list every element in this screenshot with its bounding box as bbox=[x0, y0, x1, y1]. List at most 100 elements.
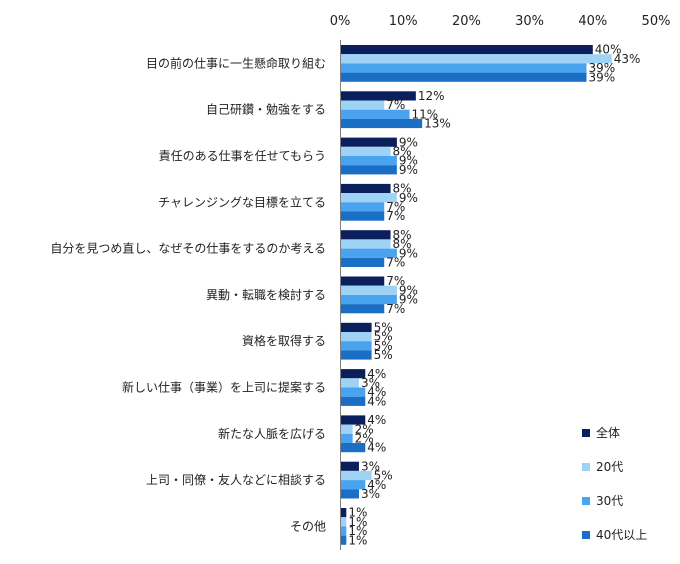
data-label: 5% bbox=[374, 469, 393, 483]
category-label: 新たな人脈を広げる bbox=[218, 426, 326, 441]
data-label: 2% bbox=[355, 422, 374, 436]
data-label: 39% bbox=[588, 61, 615, 75]
legend-label: 全体 bbox=[596, 425, 620, 440]
bar bbox=[340, 526, 347, 536]
data-label: 9% bbox=[399, 154, 418, 168]
data-label: 4% bbox=[367, 367, 386, 381]
data-label: 2% bbox=[355, 432, 374, 446]
bar bbox=[340, 341, 372, 351]
category-label: 新しい仕事（事業）を上司に提案する bbox=[122, 380, 326, 395]
bar bbox=[340, 118, 423, 129]
bar bbox=[340, 193, 397, 203]
bar bbox=[340, 45, 593, 55]
legend-label: 40代以上 bbox=[596, 528, 647, 542]
data-label: 5% bbox=[374, 339, 393, 353]
category-label: 責任のある仕事を任せてもらう bbox=[159, 149, 326, 163]
data-label: 9% bbox=[399, 293, 418, 307]
legend-swatch bbox=[582, 429, 590, 437]
x-tick-label: 0% bbox=[330, 14, 351, 29]
x-tick-label: 50% bbox=[642, 14, 671, 29]
x-tick-label: 10% bbox=[389, 14, 418, 29]
bar bbox=[340, 443, 366, 453]
bar bbox=[340, 304, 385, 314]
bar bbox=[340, 378, 359, 388]
bar bbox=[340, 54, 612, 64]
data-label: 1% bbox=[348, 506, 367, 520]
category-label: 資格を取得する bbox=[242, 333, 326, 348]
bar bbox=[340, 276, 385, 286]
bar bbox=[340, 369, 366, 379]
bar bbox=[340, 165, 397, 175]
bar bbox=[340, 322, 372, 332]
bar bbox=[340, 91, 416, 101]
bar bbox=[340, 489, 359, 499]
bar bbox=[340, 257, 385, 267]
data-label: 12% bbox=[418, 89, 445, 103]
data-label: 8% bbox=[393, 145, 412, 159]
bar bbox=[340, 72, 587, 82]
data-label: 8% bbox=[393, 237, 412, 251]
bar bbox=[340, 387, 366, 397]
category-label: 目の前の仕事に一生懸命取り組む bbox=[146, 55, 326, 70]
bar bbox=[340, 517, 347, 527]
bar bbox=[340, 332, 372, 342]
data-label: 9% bbox=[399, 135, 418, 149]
bar bbox=[340, 415, 366, 425]
bar bbox=[340, 156, 397, 166]
category-label: 上司・同僚・友人などに相談する bbox=[146, 472, 326, 487]
bar bbox=[340, 137, 397, 147]
data-label: 9% bbox=[399, 191, 418, 205]
data-label: 3% bbox=[361, 459, 380, 473]
data-label: 9% bbox=[399, 163, 418, 177]
legend-label: 20代 bbox=[596, 460, 623, 474]
bar bbox=[340, 63, 587, 73]
data-label: 8% bbox=[393, 182, 412, 196]
data-label: 7% bbox=[386, 274, 405, 288]
data-label: 7% bbox=[386, 98, 405, 112]
bar bbox=[340, 535, 347, 545]
data-label: 13% bbox=[424, 117, 451, 131]
data-label: 3% bbox=[361, 487, 380, 501]
data-label: 7% bbox=[386, 200, 405, 214]
data-label: 39% bbox=[588, 70, 615, 84]
data-label: 4% bbox=[367, 413, 386, 427]
legend-swatch bbox=[582, 463, 590, 471]
x-tick-label: 20% bbox=[452, 14, 481, 29]
category-label: チャレンジングな目標を立てる bbox=[158, 194, 326, 209]
category-label: 異動・転職を検討する bbox=[206, 287, 326, 302]
data-label: 43% bbox=[614, 52, 641, 66]
data-label: 40% bbox=[595, 43, 622, 57]
data-label: 1% bbox=[348, 533, 367, 547]
bar bbox=[340, 480, 366, 490]
bar bbox=[340, 239, 391, 249]
data-label: 4% bbox=[367, 385, 386, 399]
data-label: 4% bbox=[367, 478, 386, 492]
data-label: 4% bbox=[367, 441, 386, 455]
bar bbox=[340, 146, 391, 156]
data-label: 11% bbox=[412, 107, 439, 121]
bar bbox=[340, 396, 366, 406]
bar bbox=[340, 294, 397, 305]
data-label: 8% bbox=[393, 228, 412, 242]
bar bbox=[340, 100, 385, 110]
category-label: 自己研鑽・勉強をする bbox=[206, 102, 326, 117]
legend-swatch bbox=[582, 531, 590, 539]
bar bbox=[340, 350, 372, 360]
x-tick-label: 30% bbox=[515, 14, 544, 29]
data-label: 1% bbox=[348, 524, 367, 538]
bar bbox=[340, 424, 353, 434]
data-label: 9% bbox=[399, 246, 418, 260]
category-label: その他 bbox=[290, 519, 326, 533]
bar bbox=[340, 285, 397, 295]
data-label: 7% bbox=[386, 209, 405, 223]
data-label: 7% bbox=[386, 256, 405, 270]
bar bbox=[340, 248, 397, 258]
legend-label: 30代 bbox=[596, 494, 623, 508]
data-label: 3% bbox=[361, 376, 380, 390]
bar bbox=[340, 470, 372, 481]
data-label: 1% bbox=[348, 515, 367, 529]
data-label: 5% bbox=[374, 348, 393, 362]
bar bbox=[340, 461, 359, 471]
data-label: 9% bbox=[399, 283, 418, 297]
